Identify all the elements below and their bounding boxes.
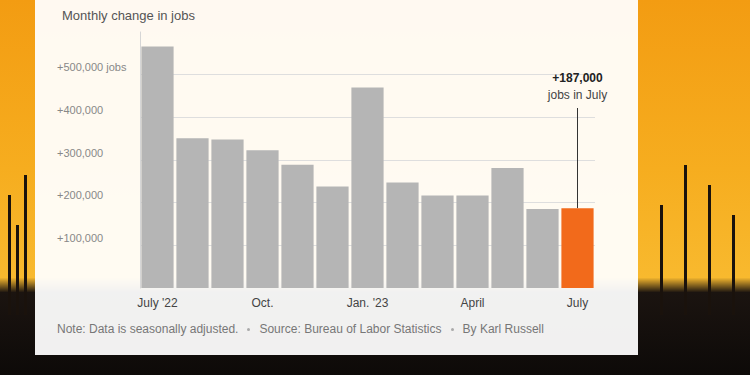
html-text:Source: Bureau of Labor Statis: Source: Bureau of Labor Statistics: [259, 322, 442, 336]
html-text:By Karl Russell: By Karl Russell: [462, 322, 544, 336]
svg-text:July: July: [567, 296, 588, 310]
svg-text:Monthly change in jobs: Monthly change in jobs: [62, 8, 195, 23]
svg-text:Oct.: Oct.: [251, 296, 273, 310]
svg-text:+500,000 jobs: +500,000 jobs: [57, 61, 127, 73]
svg-text:+300,000: +300,000: [57, 147, 103, 159]
svg-text:+400,000: +400,000: [57, 104, 103, 116]
svg-text:July '22: July '22: [137, 296, 178, 310]
svg-text:+100,000: +100,000: [57, 232, 103, 244]
html-text:Note: Data is seasonally adjus: Note: Data is seasonally adjusted.: [57, 322, 239, 336]
svg-text:Jan. '23: Jan. '23: [347, 296, 389, 310]
svg-text:jobs in July: jobs in July: [547, 88, 607, 102]
svg-text:April: April: [460, 296, 484, 310]
svg-text:+200,000: +200,000: [57, 189, 103, 201]
svg-text:+187,000: +187,000: [552, 71, 603, 85]
